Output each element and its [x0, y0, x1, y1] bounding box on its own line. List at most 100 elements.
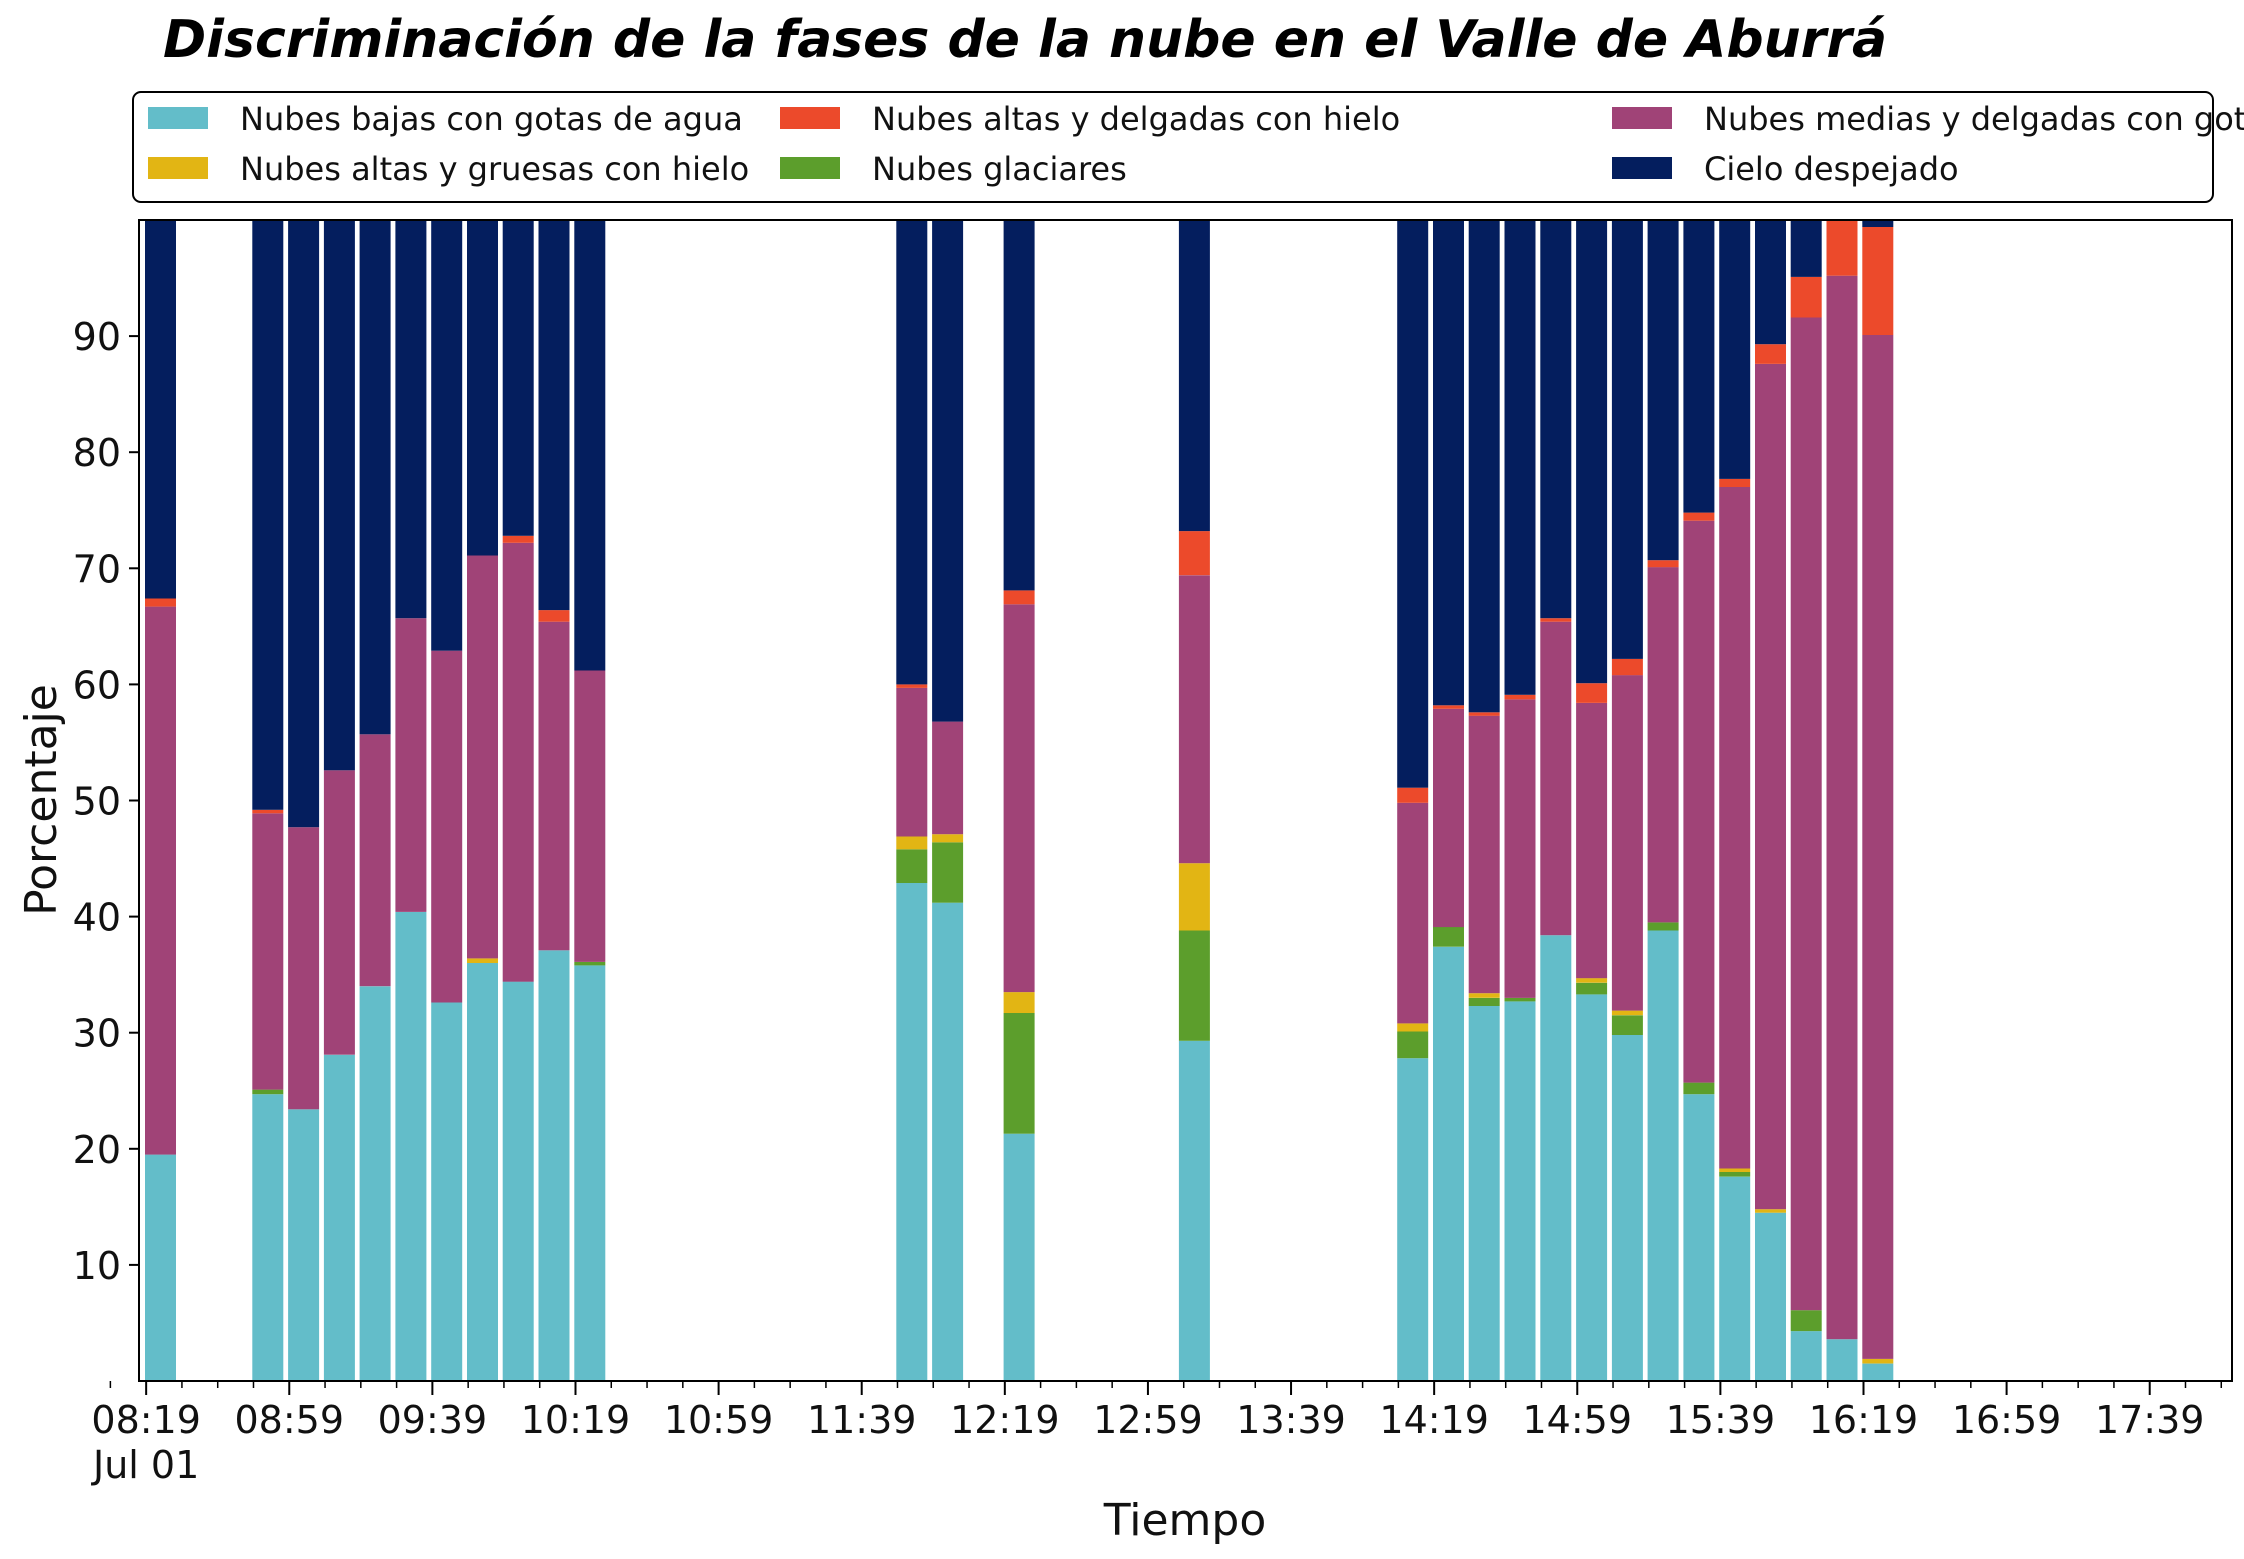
legend-swatch-2	[148, 157, 208, 179]
bar-segment-19-4	[1540, 618, 1572, 622]
bar-segment-25-4	[1755, 344, 1786, 364]
bar-segment-17-2	[1468, 993, 1500, 998]
bar-segment-28-2	[1862, 1358, 1894, 1364]
bar-segment-3-0	[323, 1054, 355, 1381]
bar-segment-11-1	[896, 849, 928, 883]
x-tick-label-0: 08:19	[91, 1398, 201, 1442]
bar-segment-1-5	[252, 220, 284, 810]
bar-segment-17-5	[1468, 220, 1500, 713]
bar-segment-4-3	[359, 734, 391, 987]
y-tick-label-8: 90	[73, 315, 121, 359]
bar-segment-16-0	[1433, 946, 1464, 1381]
bar-segment-5-5	[395, 220, 427, 619]
bars-layer	[145, 220, 1894, 1381]
bar-segment-0-5	[145, 220, 176, 599]
bar-segment-1-1	[252, 1089, 284, 1095]
x-tick-label-3: 10:19	[521, 1398, 631, 1442]
bar-segment-6-0	[431, 1002, 463, 1381]
bar-segment-4-5	[359, 220, 391, 735]
y-tick-label-4: 50	[73, 780, 121, 824]
bar-segment-27-3	[1826, 275, 1858, 1340]
bar-segment-10-1	[574, 961, 606, 966]
bar-segment-20-0	[1576, 994, 1608, 1381]
bar-segment-9-0	[538, 950, 570, 1381]
bar-segment-14-3	[1178, 575, 1210, 864]
x-tick-label-4: 10:59	[664, 1398, 774, 1442]
bar-segment-19-3	[1540, 621, 1572, 936]
legend-label-5: Cielo despejado	[1704, 150, 1959, 188]
bar-segment-23-0	[1683, 1094, 1715, 1381]
bar-segment-20-4	[1576, 683, 1608, 703]
bar-segment-18-3	[1504, 699, 1536, 998]
bar-segment-15-0	[1397, 1058, 1429, 1381]
x-tick-label-12: 16:19	[1809, 1398, 1919, 1442]
bar-segment-5-0	[395, 912, 427, 1381]
bar-segment-24-3	[1719, 487, 1751, 1169]
bar-segment-24-0	[1719, 1176, 1751, 1381]
bar-segment-9-5	[538, 220, 570, 611]
bar-segment-12-1	[932, 842, 964, 903]
bar-segment-7-3	[467, 555, 498, 959]
bar-segment-11-3	[896, 687, 928, 837]
bar-segment-13-2	[1003, 992, 1035, 1013]
chart-title: Discriminación de la fases de la nube en…	[163, 10, 1887, 70]
bar-segment-19-0	[1540, 935, 1572, 1381]
bar-segment-23-1	[1683, 1082, 1715, 1095]
bar-segment-25-0	[1755, 1212, 1786, 1381]
y-axis: 10 20 30 40 50 60 70 80 90	[73, 315, 139, 1288]
bar-segment-21-2	[1611, 1010, 1643, 1016]
bar-segment-14-0	[1178, 1040, 1210, 1381]
bar-segment-22-5	[1647, 220, 1679, 561]
bar-segment-21-3	[1611, 675, 1643, 1011]
bar-segment-16-3	[1433, 708, 1464, 928]
bar-segment-23-4	[1683, 512, 1715, 521]
bar-segment-27-0	[1826, 1339, 1858, 1381]
bar-segment-15-3	[1397, 802, 1429, 1024]
legend-swatch-0	[148, 107, 208, 129]
bar-segment-26-4	[1790, 276, 1822, 318]
bar-segment-2-0	[288, 1109, 320, 1381]
bar-segment-8-4	[502, 535, 534, 543]
bar-segment-13-0	[1003, 1133, 1035, 1381]
legend-label-2: Nubes altas y gruesas con hielo	[240, 150, 749, 188]
bar-segment-13-4	[1003, 590, 1035, 605]
bar-segment-14-5	[1178, 220, 1210, 532]
bar-segment-20-2	[1576, 978, 1608, 983]
bar-segment-8-0	[502, 981, 534, 1381]
bar-segment-13-1	[1003, 1013, 1035, 1134]
bar-segment-20-3	[1576, 703, 1608, 979]
x-tick-label-2: 09:39	[378, 1398, 488, 1442]
bar-segment-5-3	[395, 618, 427, 912]
bar-segment-17-1	[1468, 997, 1500, 1006]
bar-segment-3-3	[323, 770, 355, 1055]
bar-segment-15-1	[1397, 1031, 1429, 1059]
bar-segment-2-3	[288, 827, 320, 1110]
bar-segment-11-2	[896, 836, 928, 850]
bar-segment-10-0	[574, 965, 606, 1381]
bar-segment-28-5	[1862, 220, 1894, 227]
bar-segment-24-1	[1719, 1172, 1751, 1177]
bar-segment-9-3	[538, 621, 570, 951]
x-tick-label-9: 14:19	[1379, 1398, 1489, 1442]
legend-label-1: Nubes glaciares	[872, 150, 1127, 188]
bar-segment-27-4	[1826, 220, 1858, 276]
bar-segment-22-4	[1647, 560, 1679, 568]
bar-segment-14-4	[1178, 531, 1210, 576]
y-tick-label-2: 30	[73, 1012, 121, 1056]
bar-segment-14-1	[1178, 930, 1210, 1041]
x-tick-label-1: 08:59	[235, 1398, 345, 1442]
bar-segment-3-5	[323, 220, 355, 771]
x-tick-label-10: 14:59	[1523, 1398, 1633, 1442]
bar-segment-21-4	[1611, 658, 1643, 676]
bar-segment-13-3	[1003, 604, 1035, 993]
bar-segment-1-3	[252, 813, 284, 1090]
bar-segment-2-5	[288, 220, 320, 828]
y-tick-label-6: 70	[73, 547, 121, 591]
bar-segment-17-4	[1468, 712, 1500, 716]
bar-segment-26-0	[1790, 1331, 1822, 1381]
bar-segment-1-4	[252, 809, 284, 814]
legend-swatch-5	[1612, 157, 1672, 179]
legend-label-3: Nubes medias y delgadas con gotas de agu…	[1704, 100, 2244, 138]
bar-segment-20-5	[1576, 220, 1608, 684]
